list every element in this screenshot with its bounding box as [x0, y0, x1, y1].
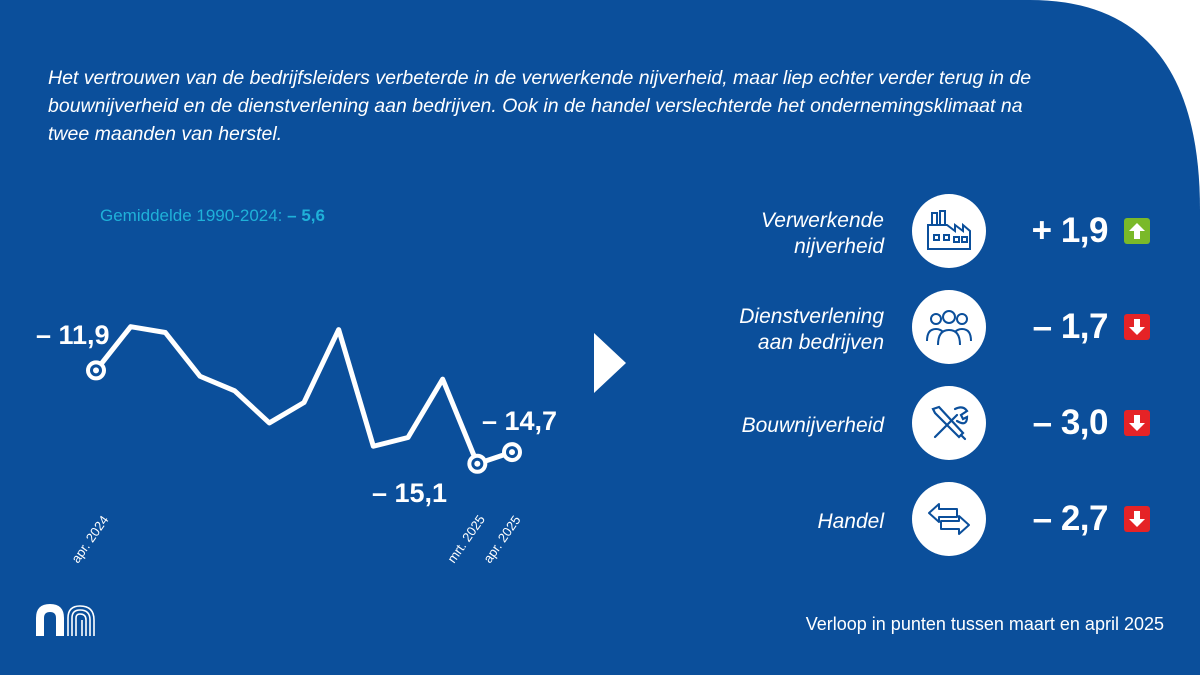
sector-row-manufacturing: Verwerkende nijverheid + 1,9 — [640, 194, 1160, 274]
x-tick-label-first: apr. 2024 — [68, 513, 111, 566]
sector-name: Dienstverlening aan bedrijven — [739, 305, 884, 354]
arrow-down-icon — [1124, 314, 1150, 340]
factory-icon — [912, 194, 986, 268]
sector-name: Bouwnijverheid — [741, 414, 884, 437]
exchange-arrows-icon — [912, 482, 986, 556]
data-point-center — [509, 449, 515, 456]
tools-icon — [912, 386, 986, 460]
arrow-down-icon — [1124, 410, 1150, 436]
data-label-last: – 14,7 — [482, 406, 557, 436]
average-value: – 5,6 — [287, 206, 325, 225]
people-icon — [912, 290, 986, 364]
series-line — [93, 324, 515, 467]
average-label-text: Gemiddelde 1990-2024: — [100, 206, 283, 225]
sector-row-trade: Handel – 2,7 — [640, 482, 1160, 562]
sector-name: Handel — [817, 510, 884, 533]
arrow-up-icon — [1124, 218, 1150, 244]
nbb-logo-icon — [36, 604, 95, 636]
sector-value: + 1,9 — [1031, 211, 1109, 250]
play-arrow-icon — [594, 333, 626, 393]
sector-row-construction: Bouwnijverheid – 3,0 — [640, 386, 1160, 466]
intro-text: Het vertrouwen van de bedrijfsleiders ve… — [48, 67, 1032, 145]
data-point-center — [474, 460, 481, 467]
sector-value: – 1,7 — [1032, 307, 1109, 346]
confidence-line-chart: – 11,9 – 15,1 – 14,7 apr. 2024 mrt. 2025… — [36, 320, 557, 566]
arrow-down-icon — [1124, 506, 1150, 532]
data-label-first: – 11,9 — [36, 320, 110, 350]
average-label: Gemiddelde 1990-2024: – 5,6 — [100, 206, 325, 226]
sector-value: – 2,7 — [1032, 499, 1109, 538]
data-point-center — [93, 367, 99, 374]
sector-value: – 3,0 — [1032, 403, 1109, 442]
sector-name: Verwerkende nijverheid — [761, 209, 884, 258]
data-label-prev: – 15,1 — [372, 478, 447, 508]
footnote: Verloop in punten tussen maart en april … — [805, 614, 1164, 634]
sector-row-business-services: Dienstverlening aan bedrijven – 1,7 — [640, 290, 1160, 370]
